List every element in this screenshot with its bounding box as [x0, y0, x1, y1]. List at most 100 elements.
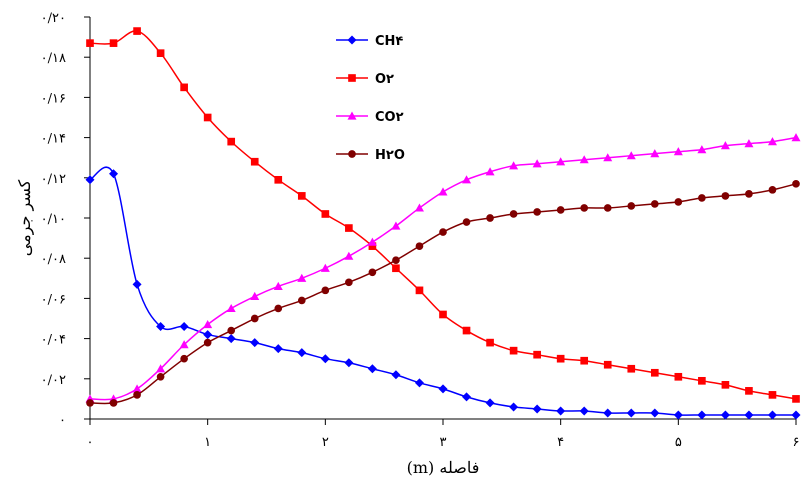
data-point — [720, 410, 730, 420]
y-tick-label: ۰ — [59, 413, 66, 428]
series-3 — [86, 180, 800, 407]
data-point — [462, 175, 472, 184]
data-point — [509, 161, 519, 170]
data-point — [156, 49, 165, 58]
data-point — [180, 83, 188, 92]
data-point — [485, 398, 495, 408]
data-point — [179, 322, 189, 332]
data-point — [227, 137, 236, 146]
y-tick-label: ۰/۲۰ — [41, 11, 66, 26]
data-point — [156, 364, 166, 373]
tick-labels: ۰ ۰/۰۲ ۰/۰۴ ۰/۰۶ ۰/۰۸ ۰/۱۰ ۰/۱۲ ۰/۱۴ ۰/۱۶ ۰/۱۸ ۰/۲… — [41, 11, 800, 450]
data-point — [439, 310, 447, 319]
data-point — [579, 155, 589, 164]
legend-marker — [348, 74, 356, 82]
data-point — [627, 202, 636, 210]
data-point — [532, 404, 542, 414]
data-point — [603, 204, 612, 212]
legend-item: CH۴ — [336, 34, 403, 49]
data-point — [415, 242, 424, 250]
data-point — [179, 340, 189, 349]
y-tick-label: ۰/۱۸ — [41, 51, 66, 66]
x-tick-label: ۶ — [793, 435, 800, 450]
y-axis-title: کسر جرمی — [15, 179, 34, 256]
data-point — [767, 410, 777, 420]
data-point — [250, 338, 260, 348]
data-point — [320, 354, 330, 364]
data-point — [132, 384, 142, 393]
legend-label: CH۴ — [375, 34, 403, 49]
data-point — [367, 237, 377, 246]
data-point — [626, 408, 636, 418]
y-tick-label: ۰/۱۲ — [41, 172, 66, 187]
data-point — [321, 210, 330, 218]
series-line — [89, 30, 797, 400]
data-point — [86, 399, 94, 407]
data-point — [274, 304, 283, 313]
data-point — [203, 338, 212, 347]
data-point — [156, 322, 166, 332]
data-point — [698, 376, 706, 385]
y-tick-label: ۰/۱۶ — [41, 91, 66, 106]
data-point — [297, 296, 306, 305]
legend-marker — [347, 35, 357, 45]
legend-marker — [348, 150, 356, 158]
data-point — [297, 192, 306, 200]
data-point — [415, 286, 424, 295]
data-point — [133, 27, 141, 35]
data-point — [579, 406, 589, 416]
data-point — [227, 326, 236, 335]
data-point — [321, 286, 330, 295]
data-point — [532, 159, 542, 168]
data-point — [274, 175, 283, 184]
data-point — [250, 291, 260, 300]
legend-item: H۲O — [336, 148, 405, 163]
data-point — [414, 203, 424, 212]
x-tick-label: ۰ — [87, 435, 94, 450]
data-point — [509, 210, 518, 218]
data-point — [462, 218, 471, 226]
data-point — [180, 354, 188, 363]
data-point — [792, 395, 800, 403]
data-point — [367, 364, 377, 374]
data-point — [768, 391, 777, 399]
data-point — [486, 338, 494, 347]
series-line — [89, 136, 797, 401]
data-point — [85, 175, 95, 185]
data-point — [626, 151, 636, 160]
data-point — [721, 381, 730, 389]
data-point — [250, 314, 259, 323]
data-point — [603, 360, 612, 369]
data-point — [391, 370, 401, 380]
x-tick-label: ۵ — [675, 435, 682, 450]
data-point — [462, 326, 471, 335]
x-axis-title: فاصله (m) — [407, 458, 480, 477]
series-2 — [85, 133, 801, 403]
x-tick-label: ۲ — [322, 435, 329, 450]
y-tick-label: ۰/۱۰ — [41, 212, 66, 227]
data-point — [720, 141, 730, 150]
data-point — [580, 356, 589, 365]
data-point — [509, 346, 518, 355]
series-lines — [85, 27, 801, 420]
data-point — [392, 264, 400, 273]
data-point — [368, 268, 377, 277]
axes — [84, 16, 797, 425]
data-point — [203, 320, 213, 329]
data-point — [392, 256, 400, 265]
data-point — [674, 372, 683, 381]
y-tick-label: ۰/۰۸ — [41, 252, 66, 267]
data-point — [132, 279, 142, 289]
data-point — [745, 387, 753, 395]
data-point — [486, 214, 494, 222]
data-point — [485, 167, 495, 176]
data-point — [273, 281, 283, 290]
data-point — [533, 350, 541, 359]
legend-label: H۲O — [375, 148, 405, 163]
data-point — [509, 402, 519, 412]
data-point — [273, 344, 283, 354]
data-point — [203, 330, 213, 340]
data-point — [673, 147, 683, 156]
data-point — [133, 391, 141, 399]
